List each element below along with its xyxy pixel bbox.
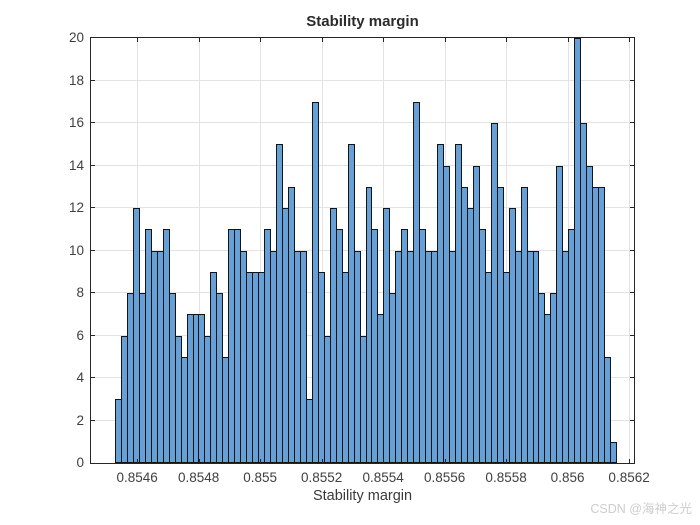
x-tick-label: 0.8556 bbox=[423, 470, 466, 485]
axis-tick-bottom bbox=[321, 459, 323, 463]
axis-tick-bottom bbox=[567, 459, 569, 463]
axis-tick-top bbox=[506, 38, 508, 42]
gridline-vertical bbox=[321, 38, 323, 463]
gridline-horizontal bbox=[91, 207, 634, 208]
x-tick-label: 0.8546 bbox=[116, 470, 158, 485]
y-tick-label: 16 bbox=[68, 115, 84, 130]
axis-tick-top bbox=[198, 38, 200, 42]
axis-tick-right bbox=[630, 79, 634, 81]
y-tick-label: 18 bbox=[68, 72, 84, 88]
y-tick-label: 20 bbox=[68, 30, 84, 45]
histogram-bar bbox=[604, 356, 612, 463]
axis-tick-bottom bbox=[629, 459, 631, 463]
axis-tick-bottom bbox=[198, 459, 200, 463]
plot-area bbox=[90, 37, 635, 464]
y-tick-label: 12 bbox=[68, 200, 84, 215]
histogram-bar bbox=[598, 186, 606, 463]
gridline-horizontal bbox=[91, 334, 634, 336]
axis-tick-bottom bbox=[444, 459, 446, 463]
gridline-vertical bbox=[260, 38, 262, 463]
axis-tick-left bbox=[91, 377, 95, 378]
gridline-horizontal bbox=[91, 292, 634, 293]
axis-tick-right bbox=[630, 207, 634, 208]
axis-tick-top bbox=[137, 38, 139, 42]
y-tick-label: 2 bbox=[76, 412, 84, 428]
gridline-vertical bbox=[629, 38, 631, 463]
axis-tick-left bbox=[91, 122, 95, 123]
gridline-vertical bbox=[198, 38, 200, 463]
y-tick-label: 8 bbox=[76, 285, 84, 300]
axis-tick-bottom bbox=[137, 459, 139, 463]
gridline-horizontal bbox=[91, 249, 634, 251]
x-tick-label: 0.8562 bbox=[608, 470, 650, 485]
y-tick-label: 6 bbox=[76, 327, 84, 343]
axis-tick-bottom bbox=[506, 459, 508, 463]
x-axis-title: Stability margin bbox=[312, 488, 413, 504]
x-tick-label: 0.856 bbox=[550, 470, 585, 485]
y-tick-label: 10 bbox=[68, 242, 84, 258]
watermark: CSDN @海神之光 bbox=[590, 502, 692, 516]
axis-tick-left bbox=[91, 79, 95, 81]
gridline-horizontal bbox=[91, 164, 634, 166]
x-tick-label: 0.855 bbox=[243, 470, 278, 485]
axis-tick-top bbox=[260, 38, 262, 42]
axis-tick-top bbox=[567, 38, 569, 42]
x-tick-label: 0.8554 bbox=[362, 470, 404, 485]
gridline-horizontal bbox=[91, 79, 634, 81]
axis-tick-top bbox=[629, 38, 631, 42]
y-tick-label: 0 bbox=[76, 455, 84, 470]
x-tick-label: 0.8558 bbox=[485, 470, 527, 485]
axis-tick-right bbox=[630, 419, 634, 421]
axis-tick-left bbox=[91, 419, 95, 421]
axis-tick-left bbox=[91, 207, 95, 208]
gridline-horizontal bbox=[91, 122, 634, 123]
chart-title: Stability margin bbox=[306, 13, 419, 30]
axis-tick-left bbox=[91, 249, 95, 251]
x-tick-label: 0.8552 bbox=[300, 470, 343, 485]
axis-tick-top bbox=[383, 38, 385, 42]
axis-tick-right bbox=[630, 249, 634, 251]
axis-tick-bottom bbox=[260, 459, 262, 463]
x-tick-label: 0.8548 bbox=[177, 470, 220, 485]
axis-tick-top bbox=[321, 38, 323, 42]
axis-tick-top bbox=[444, 38, 446, 42]
axis-tick-right bbox=[630, 377, 634, 378]
axis-tick-left bbox=[91, 334, 95, 336]
axis-tick-right bbox=[630, 334, 634, 336]
axis-tick-left bbox=[91, 164, 95, 166]
axis-tick-right bbox=[630, 122, 634, 123]
gridline-vertical bbox=[506, 38, 508, 463]
axis-tick-left bbox=[91, 292, 95, 293]
histogram-bar bbox=[610, 441, 618, 463]
y-tick-label: 14 bbox=[68, 157, 84, 173]
axis-tick-right bbox=[630, 164, 634, 166]
axis-tick-right bbox=[630, 292, 634, 293]
axis-tick-bottom bbox=[383, 459, 385, 463]
histogram-bar bbox=[299, 250, 307, 463]
y-tick-label: 4 bbox=[76, 370, 84, 385]
